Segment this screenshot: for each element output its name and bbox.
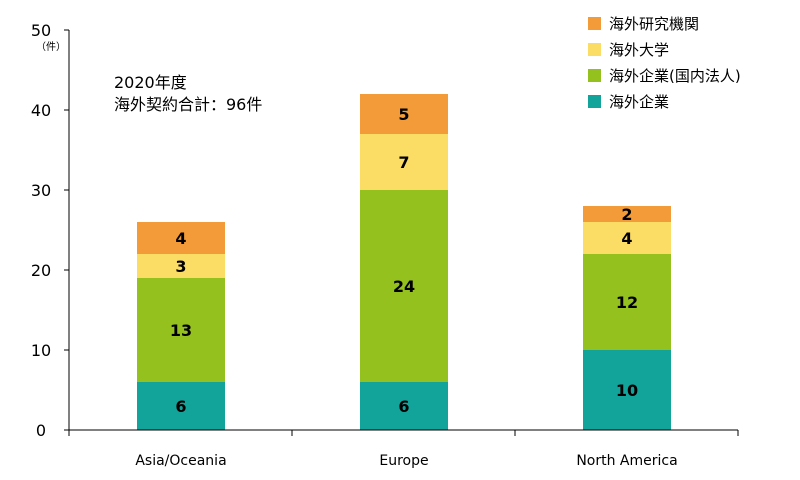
- x-tick-label: North America: [576, 453, 677, 469]
- bar-segment: [360, 134, 448, 190]
- y-tick-label: 10: [31, 341, 51, 360]
- x-tick-label: Asia/Oceania: [135, 453, 226, 469]
- y-tick-label: 50: [31, 21, 51, 40]
- legend-item: 海外大学: [588, 36, 741, 62]
- bar-segment: [583, 350, 671, 430]
- data-label: 7: [398, 153, 409, 172]
- annotation-total: 海外契約合計：96件: [114, 95, 263, 114]
- data-label: 10: [616, 381, 638, 400]
- data-label: 4: [175, 229, 186, 248]
- legend-item: 海外企業: [588, 88, 741, 114]
- legend-label: 海外研究機関: [609, 14, 700, 33]
- legend-item: 海外企業(国内法人): [588, 62, 741, 88]
- chart-legend: 海外研究機関 海外大学海外企業(国内法人) 海外企業: [588, 10, 741, 114]
- bar-segment: [360, 190, 448, 382]
- legend-swatch: [588, 94, 601, 108]
- legend-label: 海外企業: [609, 92, 670, 111]
- y-tick-label: 20: [31, 261, 51, 280]
- annotation-year: 2020年度: [114, 73, 187, 92]
- data-label: 2: [621, 205, 632, 224]
- data-label: 3: [175, 257, 186, 276]
- data-label: 5: [398, 105, 409, 124]
- bar-segment: [583, 254, 671, 350]
- bar-segment: [137, 382, 225, 430]
- bar-segment: [137, 254, 225, 278]
- data-label: 13: [170, 321, 192, 340]
- legend-swatch: [588, 68, 601, 82]
- bar-segment: [360, 94, 448, 134]
- bar-segment: [137, 278, 225, 382]
- bar-segment: [360, 382, 448, 430]
- legend-label: 海外企業(国内法人): [609, 66, 741, 85]
- data-label: 4: [621, 229, 632, 248]
- y-tick-label: 40: [31, 101, 51, 120]
- y-tick-label: 0: [36, 421, 46, 440]
- y-tick-label: 30: [31, 181, 51, 200]
- legend-item: 海外研究機関: [588, 10, 741, 36]
- x-tick-label: Europe: [379, 453, 428, 469]
- data-label: 6: [398, 397, 409, 416]
- legend-swatch: [588, 16, 601, 30]
- data-label: 24: [393, 277, 415, 296]
- bar-segment: [137, 222, 225, 254]
- legend-label: 海外大学: [609, 40, 670, 59]
- y-axis-unit: （件）: [36, 42, 66, 53]
- data-label: 12: [616, 293, 638, 312]
- chart-annotation: 2020年度 海外契約合計：96件: [114, 72, 262, 116]
- data-label: 6: [175, 397, 186, 416]
- legend-swatch: [588, 42, 601, 56]
- bar-segment: [583, 222, 671, 254]
- bar-segment: [583, 206, 671, 222]
